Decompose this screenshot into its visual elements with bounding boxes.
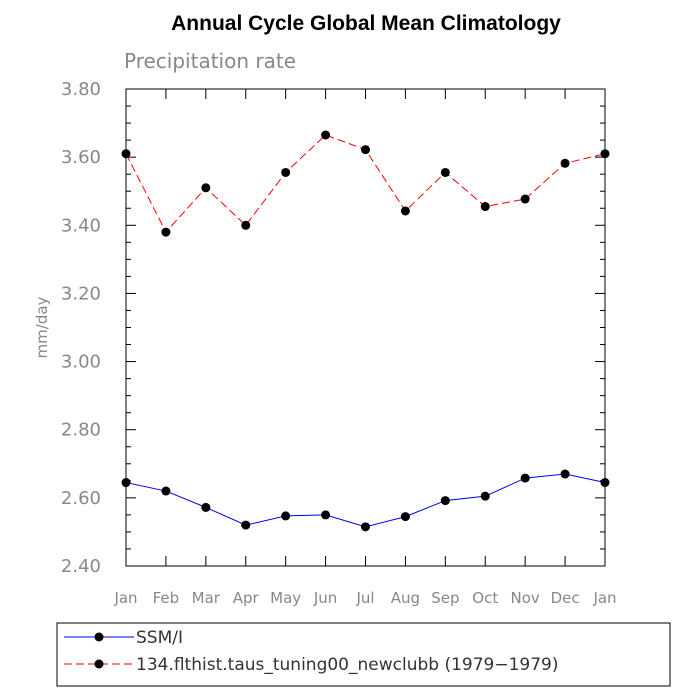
x-tick-label: Feb [153,589,180,607]
series-1-point [321,130,331,140]
legend-marker-1 [94,659,104,669]
series-1-point [201,183,211,193]
y-tick-label: 3.80 [61,79,101,100]
series-group [121,130,610,532]
plot-frame [125,88,606,567]
series-1-point [281,167,291,177]
y-ticks: 2.40 2.60 2.80 3.00 3.20 3.40 3.60 3.80 [61,79,605,577]
series-line-0 [125,473,606,528]
legend: SSM/I 134.flthist.taus_tuning00_newclubb … [56,622,671,687]
plot-axes [125,88,606,567]
x-ticks: Jan Feb Mar Apr May Jun Jul Aug Sep Oct Nov Dec Jan [113,89,617,607]
series-0-point [281,511,291,521]
series-0-point [440,496,450,506]
legend-label-0: SSM/I [136,628,183,648]
series-1-point [560,158,570,168]
series-1-point [480,202,490,212]
series-0-point [480,491,490,501]
series-1-point [241,220,251,230]
x-tick-label: May [270,589,301,607]
series-1-point [600,149,610,159]
legend-label-1: 134.flthist.taus_tuning00_newclubb (1979… [136,655,559,675]
y-tick-label: 2.80 [61,420,101,441]
y-tick-label: 3.40 [61,215,101,236]
y-tick-label: 3.20 [61,283,101,304]
y-tick-label: 2.60 [61,488,101,509]
series-0-point [520,473,530,483]
series-0-point [121,478,131,488]
series-1-point [121,149,131,159]
chart-subtitle: Precipitation rate [124,49,296,73]
y-tick-label: 3.00 [61,352,101,373]
x-tick-label: Jan [113,589,137,607]
y-tick-label: 3.60 [61,147,101,168]
series-1-point [520,194,530,204]
series-0-point [560,469,570,479]
x-tick-label: Sep [431,589,459,607]
series-1-point [440,167,450,177]
series-1-point [361,145,370,155]
x-tick-label: Mar [192,589,221,607]
x-tick-label: Oct [472,589,498,607]
x-tick-label: Aug [391,589,420,607]
series-0-point [241,520,251,530]
x-tick-label: Jan [592,589,616,607]
series-1-point [161,227,171,237]
legend-marker-0 [94,632,104,642]
y-axis-label: mm/day [33,296,51,358]
chart-title: Annual Cycle Global Mean Climatology [171,12,561,35]
x-tick-label: Dec [551,589,580,607]
series-1-point [400,206,410,216]
y-tick-label: 2.40 [61,556,101,577]
series-0-point [361,522,370,532]
x-tick-label: Apr [233,589,260,607]
legend-box [56,622,671,687]
series-0-point [400,512,410,522]
series-0-point [600,478,610,488]
series-0-point [161,486,171,496]
series-0-point [201,502,211,512]
series-0-point [321,510,331,520]
x-tick-label: Jun [313,589,337,607]
x-tick-label: Jul [355,589,374,607]
x-tick-label: Nov [511,589,540,607]
